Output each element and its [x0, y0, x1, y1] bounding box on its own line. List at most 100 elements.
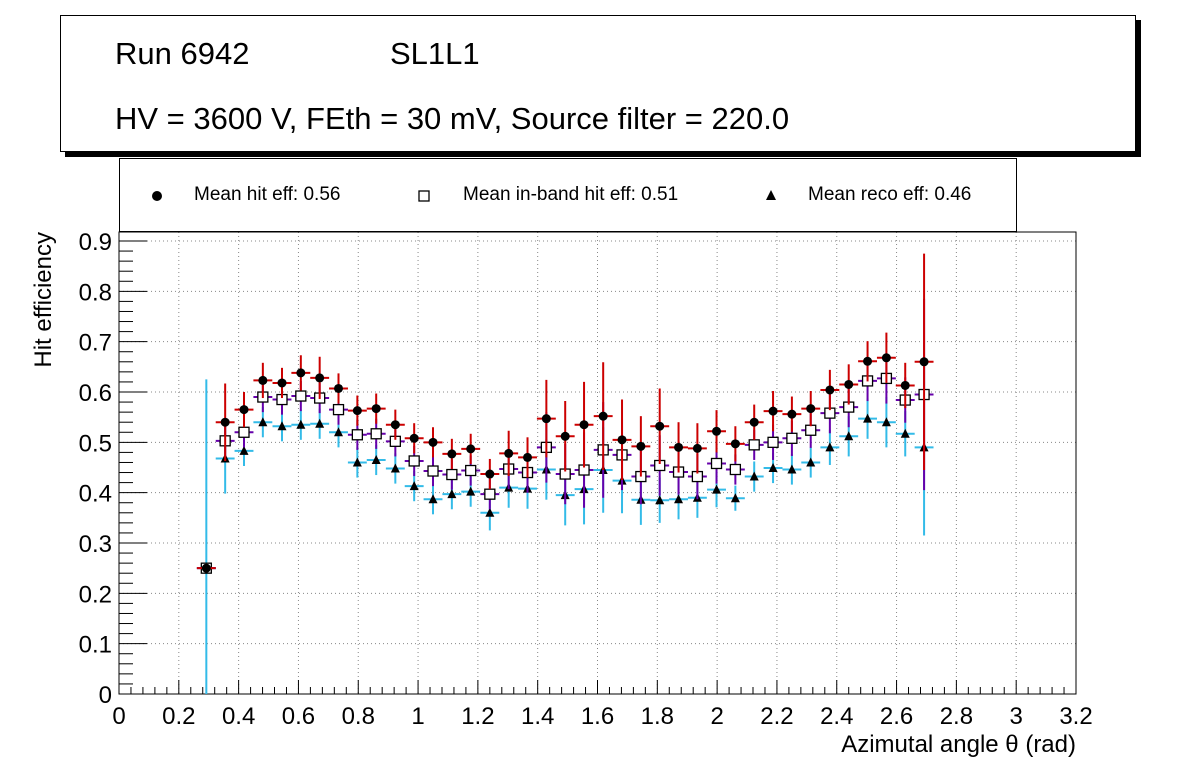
data-point-hit — [674, 442, 684, 452]
data-point-inband — [484, 488, 496, 500]
data-point-hit — [806, 404, 816, 414]
data-point-reco — [277, 421, 287, 431]
data-point-hit — [881, 353, 891, 363]
y-tick-label: 0.5 — [79, 430, 112, 457]
legend-reco-label: Mean reco eff: 0.46 — [808, 184, 972, 205]
grid — [119, 232, 1076, 694]
y-tick-label: 0.2 — [79, 581, 112, 608]
data-point-hit — [315, 373, 325, 383]
x-tick-label: 3 — [1010, 703, 1023, 730]
x-tick-label: 2.8 — [940, 703, 973, 730]
y-tick-label: 0.3 — [79, 531, 112, 558]
y-tick-label: 0.9 — [79, 229, 112, 256]
data-point-hit — [371, 404, 381, 414]
data-point-reco — [712, 484, 722, 494]
data-point-reco — [258, 417, 268, 427]
data-point-hit — [409, 433, 419, 443]
data-point-inband — [767, 436, 779, 448]
legend-hit-marker — [152, 191, 162, 201]
x-tick-label: 2.6 — [880, 703, 913, 730]
data-point-hit — [900, 380, 910, 390]
data-point-hit — [390, 420, 400, 430]
data-point-hit — [504, 448, 514, 458]
data-point-reco — [749, 471, 759, 481]
data-point-inband — [295, 390, 307, 402]
data-point-inband — [446, 468, 458, 481]
data-point-hit — [655, 421, 665, 431]
x-tick-label: 2 — [710, 703, 723, 730]
legend-inband-marker — [418, 190, 430, 202]
data-point-reco — [674, 494, 684, 504]
data-point-reco — [900, 428, 910, 438]
data-point-hit — [919, 357, 929, 367]
data-point-inband — [465, 464, 477, 477]
data-point-hit — [428, 437, 438, 447]
data-point-inband — [805, 424, 817, 436]
data-point-inband — [748, 439, 760, 451]
data-point-reco — [806, 457, 816, 467]
data-point-hit — [447, 449, 457, 459]
data-point-hit — [485, 469, 495, 479]
data-point-hit — [560, 431, 570, 441]
series-circle — [196, 253, 934, 573]
data-point-hit — [749, 417, 759, 427]
data-point-reco — [315, 418, 325, 428]
data-point-hit — [201, 563, 211, 573]
data-point-reco — [655, 495, 665, 505]
run-label: Run 6942 — [115, 36, 250, 71]
x-tick-label: 1.2 — [461, 703, 494, 730]
data-point-hit — [692, 443, 702, 453]
data-point-inband — [238, 426, 250, 438]
data-point-reco — [485, 507, 495, 517]
data-point-hit — [825, 385, 835, 395]
data-series — [196, 253, 934, 694]
data-point-reco — [371, 454, 381, 464]
data-point-hit — [296, 368, 306, 378]
x-tick-label: 1.6 — [581, 703, 614, 730]
x-tick-label: 1.4 — [521, 703, 554, 730]
x-tick-label: 0.4 — [222, 703, 255, 730]
data-point-reco — [428, 494, 438, 504]
data-point-inband — [332, 403, 345, 416]
data-point-inband — [786, 432, 798, 444]
data-point-inband — [351, 429, 364, 441]
y-tick-label: 0.6 — [79, 380, 112, 407]
data-point-inband — [729, 463, 742, 476]
data-point-hit — [636, 441, 646, 451]
axis-ticks: 0 0.2 0.4 0.6 0.8 1 1.2 1.4 1.6 1.8 2 2.2 2.4 2.6 2.8 3… — [79, 229, 1093, 730]
data-point-reco — [296, 419, 306, 429]
info-panel: Run 6942 SL1L1 HV = 3600 V, FEth = 30 mV… — [60, 15, 1136, 152]
data-point-reco — [352, 457, 362, 467]
conditions-label: HV = 3600 V, FEth = 30 mV, Source filter… — [115, 101, 790, 136]
data-point-hit — [787, 409, 797, 419]
x-tick-label: 3.2 — [1059, 703, 1092, 730]
data-point-hit — [220, 417, 230, 427]
data-point-hit — [258, 375, 268, 385]
data-point-reco — [730, 493, 740, 503]
data-point-reco — [409, 481, 419, 491]
x-tick-label: 1 — [411, 703, 424, 730]
data-point-reco — [844, 431, 854, 441]
data-point-hit — [712, 426, 722, 436]
data-point-hit — [523, 452, 533, 462]
data-point-hit — [352, 406, 362, 416]
data-point-hit — [466, 444, 476, 454]
data-point-inband — [408, 455, 420, 467]
data-point-reco — [466, 486, 476, 496]
data-point-reco — [390, 463, 400, 473]
x-tick-label: 0.8 — [342, 703, 375, 730]
data-point-hit — [334, 383, 344, 393]
x-tick-label: 2.4 — [820, 703, 853, 730]
data-point-reco — [881, 417, 891, 427]
data-point-hit — [768, 406, 778, 416]
data-point-hit — [579, 420, 589, 430]
y-tick-label: 0 — [99, 682, 112, 709]
data-point-hit — [617, 435, 627, 445]
data-point-reco — [334, 427, 344, 437]
data-point-reco — [239, 445, 249, 455]
data-point-hit — [239, 405, 249, 415]
data-point-hit — [730, 439, 740, 449]
x-tick-label: 1.8 — [641, 703, 674, 730]
x-tick-label: 2.2 — [760, 703, 793, 730]
data-point-reco — [863, 413, 873, 423]
